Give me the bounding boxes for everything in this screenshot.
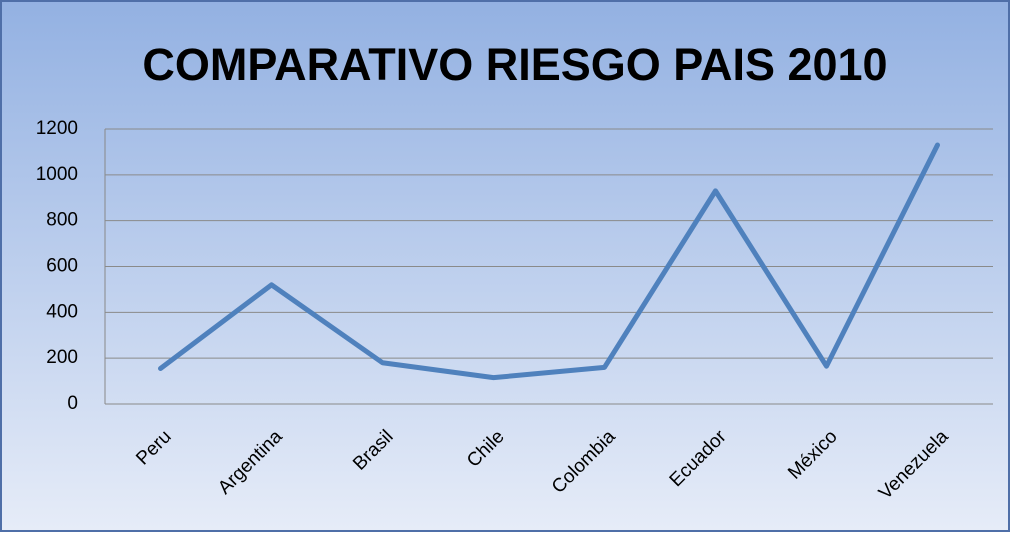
chart-title: COMPARATIVO RIESGO PAIS 2010 (142, 39, 887, 90)
y-tick-label: 600 (46, 256, 78, 277)
y-tick-label: 1000 (36, 164, 78, 185)
y-tick-label: 800 (46, 210, 78, 231)
data-line (158, 142, 940, 381)
y-tick-label: 200 (46, 347, 78, 368)
y-tick-label: 1200 (36, 118, 78, 139)
y-tick-label: 0 (67, 393, 78, 414)
y-tick-label: 400 (46, 301, 78, 322)
